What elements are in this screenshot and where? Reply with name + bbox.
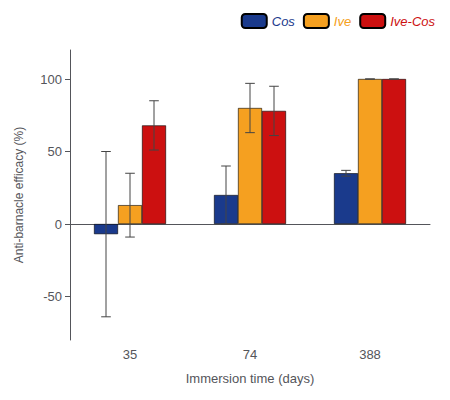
svg-text:Anti-barnacle efficacy (%): Anti-barnacle efficacy (%) [12, 127, 26, 264]
svg-text:388: 388 [359, 347, 381, 362]
svg-text:35: 35 [123, 347, 137, 362]
svg-text:Immersion time (days): Immersion time (days) [186, 371, 315, 386]
svg-text:-50: -50 [43, 289, 62, 304]
svg-text:0: 0 [55, 217, 62, 232]
svg-text:100: 100 [40, 72, 62, 87]
svg-text:Cos: Cos [272, 14, 296, 29]
svg-text:74: 74 [243, 347, 257, 362]
svg-text:Ive-Cos: Ive-Cos [390, 14, 435, 29]
svg-text:50: 50 [48, 144, 62, 159]
svg-text:Ive: Ive [334, 14, 351, 29]
